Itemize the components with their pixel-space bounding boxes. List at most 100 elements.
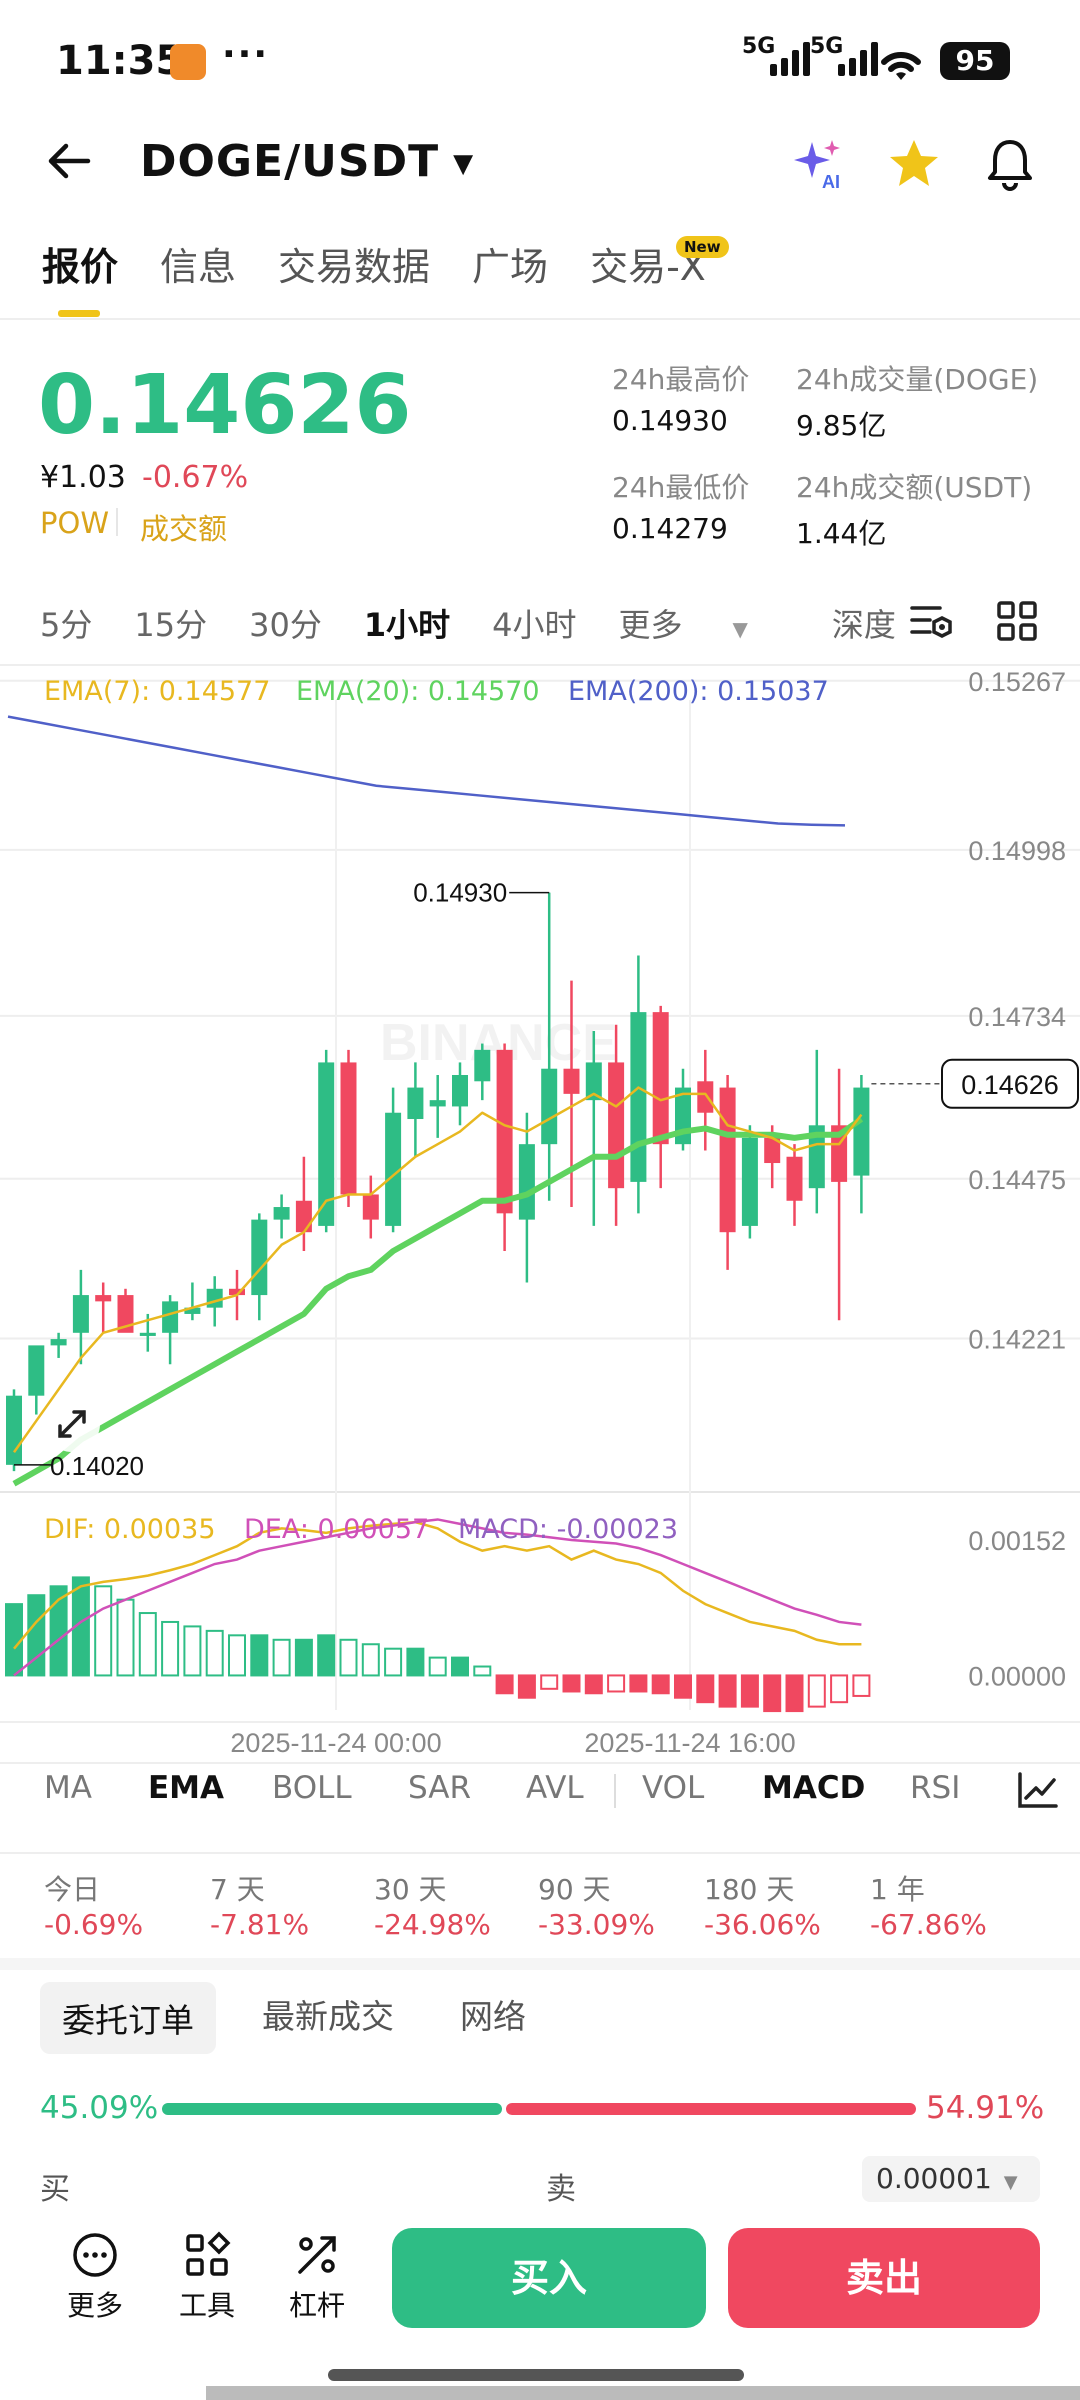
macd-bar: [763, 1674, 782, 1713]
tab-info[interactable]: 信息: [160, 245, 237, 289]
leverage-button[interactable]: 杠杆: [284, 2230, 350, 2324]
candle-body: [741, 1137, 758, 1226]
leverage-icon: [298, 2236, 336, 2274]
perf-value: -0.69%: [44, 1908, 144, 1941]
expand-chart-button[interactable]: [44, 1396, 100, 1452]
macd-bar: [161, 1620, 180, 1677]
macd-legend: MACD: -0.00023: [458, 1514, 679, 1545]
macd-bar: [451, 1656, 469, 1677]
indicator-bar: MA EMA BOLL SAR AVL VOL MACD RSI: [0, 1770, 1080, 1830]
macd-bar: [696, 1674, 715, 1704]
macd-bar: [49, 1585, 68, 1677]
tf-5m[interactable]: 5分: [40, 606, 93, 644]
tf-30m[interactable]: 30分: [249, 606, 322, 644]
tab-order-book[interactable]: 委托订单: [40, 1982, 216, 2054]
indicator-rsi[interactable]: RSI: [910, 1770, 961, 1806]
ema7-legend: EMA(7): 0.14577: [44, 676, 271, 707]
current-price-label: 0.14626: [961, 1070, 1059, 1100]
buy-button[interactable]: 买入: [392, 2228, 706, 2328]
chart-settings-icon[interactable]: [910, 602, 954, 642]
dif-legend: DIF: 0.00035: [44, 1514, 216, 1545]
volume-tag[interactable]: 成交额: [140, 512, 228, 546]
tf-1h[interactable]: 1小时: [363, 606, 451, 644]
candle-body: [184, 1307, 201, 1314]
back-arrow-icon[interactable]: [44, 136, 94, 186]
candles: [6, 892, 870, 1472]
high-marker-label: 0.14930: [413, 878, 507, 908]
candle-body: [72, 1295, 89, 1333]
candle-body: [452, 1075, 468, 1107]
candle-body: [808, 1125, 825, 1189]
macd-bar: [740, 1674, 759, 1708]
active-tab-indicator: [58, 310, 100, 317]
ai-sparkle-icon[interactable]: AI: [788, 136, 844, 192]
grid-layout-icon[interactable]: [996, 600, 1038, 642]
tf-4h[interactable]: 4小时: [492, 606, 577, 644]
chart-grid: [0, 679, 1080, 1723]
candle-body: [295, 1200, 312, 1233]
macd-bar: [540, 1674, 559, 1690]
candle-body: [6, 1395, 22, 1465]
network-label-2: 5G: [810, 34, 844, 59]
pair-selector[interactable]: DOGE/USDT ▼: [140, 136, 474, 187]
indicator-settings-icon[interactable]: [1016, 1770, 1060, 1810]
more-label: 更多: [66, 2289, 123, 2322]
ema20-path: [12, 1116, 864, 1487]
star-icon[interactable]: [886, 136, 942, 192]
indicator-avl[interactable]: AVL: [526, 1770, 584, 1806]
low-marker-label: 0.14020: [50, 1451, 144, 1481]
ema20-legend: EMA(20): 0.14570: [296, 676, 540, 707]
tf-more-label: 更多: [618, 606, 683, 644]
ema200-legend: EMA(200): 0.15037: [568, 676, 829, 707]
tab-quote[interactable]: 报价: [42, 245, 119, 289]
price-axis-label: 0.14475: [968, 1165, 1066, 1195]
indicator-vol[interactable]: VOL: [642, 1770, 705, 1806]
macd-bar: [116, 1598, 135, 1677]
macd-bar: [674, 1674, 692, 1699]
price-chart[interactable]: BINANCE 0.152670.149980.147340.144750.14…: [0, 660, 1080, 1760]
tf-depth[interactable]: 深度: [831, 606, 896, 644]
perf-label: 7 天: [210, 1873, 265, 1906]
high-value: 0.14930: [612, 404, 728, 437]
perf-label: 30 天: [374, 1873, 447, 1906]
indicator-ema[interactable]: EMA: [148, 1770, 225, 1806]
dea-line: [13, 1518, 862, 1677]
high-label: 24h最高价: [612, 363, 750, 396]
section-divider: [0, 1958, 1080, 1970]
tab-trading-data[interactable]: 交易数据: [278, 245, 431, 289]
price-axis-label: 0.14221: [968, 1324, 1066, 1354]
nav-strip: [206, 2386, 1080, 2400]
status-time: 11:35: [56, 38, 184, 84]
macd-bar: [138, 1612, 157, 1677]
perf-label: 1 年: [870, 1873, 925, 1906]
candle-body: [652, 1012, 669, 1145]
bell-icon[interactable]: [982, 136, 1038, 192]
macd-bar: [361, 1643, 380, 1677]
precision-select[interactable]: 0.00001 ▼: [862, 2156, 1040, 2202]
tab-square[interactable]: 广场: [472, 245, 549, 289]
pow-tag[interactable]: POW: [40, 506, 109, 540]
tools-button[interactable]: 工具: [174, 2230, 240, 2324]
indicator-macd[interactable]: MACD: [762, 1770, 866, 1806]
macd-bar: [406, 1647, 425, 1677]
tf-15m[interactable]: 15分: [134, 606, 208, 644]
candle-body: [630, 1012, 647, 1182]
indicator-boll[interactable]: BOLL: [272, 1770, 352, 1806]
buy-ratio-bar: [162, 2103, 502, 2115]
sell-ratio-bar: [506, 2103, 916, 2115]
candle-body: [28, 1345, 45, 1396]
macd-bar: [250, 1634, 269, 1677]
indicator-ma[interactable]: MA: [44, 1770, 92, 1806]
tf-more[interactable]: 更多 ▼: [619, 600, 790, 646]
tab-latest-trades[interactable]: 最新成交: [262, 1997, 394, 2036]
candle-body: [206, 1288, 223, 1308]
macd-bar: [785, 1674, 804, 1713]
candle-body: [786, 1156, 803, 1201]
divider: [116, 508, 118, 536]
perf-180d: 180 天 -36.06%: [704, 1868, 821, 1941]
tab-network[interactable]: 网络: [460, 1997, 526, 2036]
sell-button[interactable]: 卖出: [728, 2228, 1040, 2328]
home-indicator[interactable]: [328, 2369, 744, 2381]
more-button[interactable]: 更多: [62, 2230, 128, 2324]
indicator-sar[interactable]: SAR: [408, 1770, 471, 1806]
